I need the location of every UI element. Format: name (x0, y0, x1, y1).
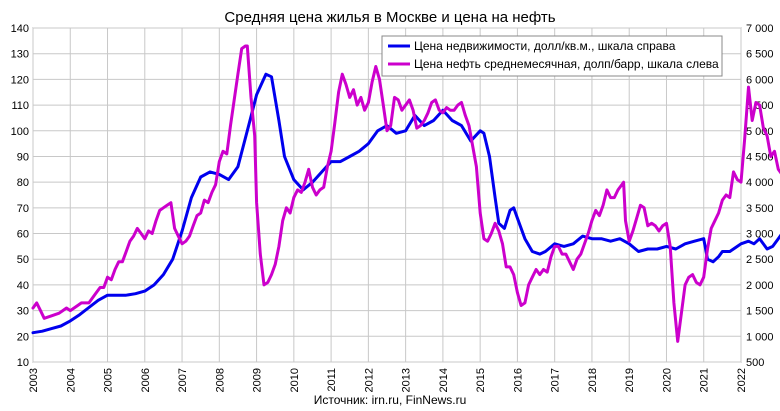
axis-ticks: 10 20 30 40 50 60 70 80 90 100 110 120 130 140 500 1 00… (11, 23, 774, 392)
right-axis-tick-label: 6 000 (746, 74, 774, 86)
x-axis-tick-label: 2013 (401, 368, 413, 392)
x-axis-tick-label: 2022 (736, 368, 748, 392)
left-axis-tick-label: 130 (11, 49, 29, 61)
right-axis-tick-label: 3 500 (746, 203, 774, 215)
x-axis-tick-label: 2020 (661, 368, 673, 392)
left-axis-tick-label: 70 (17, 203, 29, 215)
x-axis-tick-label: 2021 (699, 368, 711, 392)
plot-area (32, 27, 742, 363)
x-axis-tick-label: 2009 (252, 368, 264, 392)
left-axis-tick-label: 50 (17, 254, 29, 266)
x-axis-tick-label: 2016 (512, 368, 524, 392)
legend-box (381, 35, 723, 77)
x-axis-tick-label: 2014 (438, 368, 450, 392)
x-axis-tick-label: 2010 (289, 368, 301, 392)
x-axis-tick-label: 2007 (177, 368, 189, 392)
right-axis-tick-label: 7 000 (746, 23, 774, 35)
series-line-oil-price (31, 44, 780, 343)
right-axis-tick-label: 4 000 (746, 177, 774, 189)
right-axis-tick-label: 3 000 (746, 229, 774, 241)
x-axis-tick-label: 2004 (65, 368, 77, 392)
x-axis-tick-label: 2003 (28, 368, 40, 392)
left-axis-tick-label: 60 (17, 229, 29, 241)
right-axis-tick-label: 1 000 (746, 331, 774, 343)
left-axis-tick-label: 100 (11, 126, 29, 138)
right-axis-tick-label: 2 500 (746, 254, 774, 266)
x-axis-tick-label: 2008 (214, 368, 226, 392)
right-axis-tick-label: 500 (746, 357, 764, 369)
series-lines (31, 44, 780, 343)
left-axis-tick-label: 90 (17, 151, 29, 163)
x-axis-tick-label: 2011 (326, 368, 338, 392)
x-axis-tick-label: 2015 (475, 368, 487, 392)
x-axis-tick-label: 2012 (363, 368, 375, 392)
right-axis-tick-label: 5 000 (746, 126, 774, 138)
left-axis-tick-label: 10 (17, 357, 29, 369)
right-axis-tick-label: 6 500 (746, 49, 774, 61)
right-axis-tick-label: 4 500 (746, 151, 774, 163)
left-axis-tick-label: 30 (17, 306, 29, 318)
x-axis-tick-label: 2018 (587, 368, 599, 392)
right-axis-tick-label: 2 000 (746, 280, 774, 292)
left-axis-tick-label: 120 (11, 74, 29, 86)
left-axis-tick-label: 140 (11, 23, 29, 35)
series-line-property-price (31, 72, 780, 335)
legend-label-property-price: Цена недвижимости, долл/кв.м., шкала спр… (414, 39, 676, 53)
legend: Цена недвижимости, долл/кв.м., шкала спр… (381, 35, 723, 77)
chart-title: Средняя цена жилья в Москве и цена на не… (224, 9, 555, 26)
left-axis-tick-label: 40 (17, 280, 29, 292)
right-axis-tick-label: 1 500 (746, 306, 774, 318)
left-axis-tick-label: 80 (17, 177, 29, 189)
x-axis-tick-label: 2005 (103, 368, 115, 392)
legend-label-oil-price: Цена нефть среднемесячная, долп/барр, шк… (414, 57, 719, 71)
plot-frame (32, 27, 742, 363)
x-axis-tick-label: 2019 (624, 368, 636, 392)
x-axis-tick-label: 2006 (140, 368, 152, 392)
left-axis-tick-label: 110 (11, 100, 29, 112)
left-axis-tick-label: 20 (17, 331, 29, 343)
x-axis-tick-label: 2017 (550, 368, 562, 392)
source-note: Источник: irn.ru, FinNews.ru (314, 393, 467, 407)
